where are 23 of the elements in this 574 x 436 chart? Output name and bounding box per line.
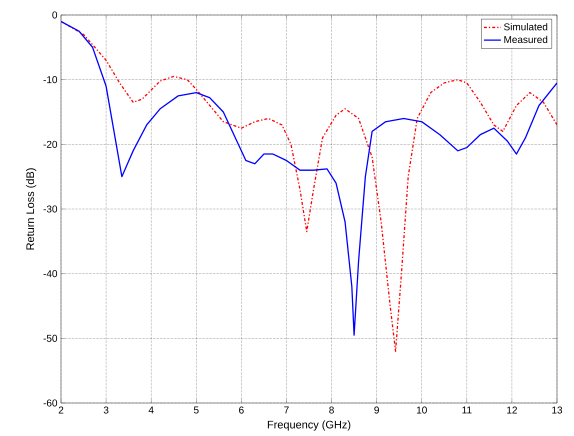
y-axis-title: Return Loss (dB) bbox=[26, 168, 36, 250]
y-tick-label: -50 bbox=[44, 334, 58, 342]
legend-label: Measured bbox=[504, 36, 548, 44]
x-tick-label: 5 bbox=[194, 406, 199, 414]
x-tick-label: 3 bbox=[104, 406, 108, 414]
legend-label: Simulated bbox=[504, 23, 548, 30]
y-tick-label: 0 bbox=[52, 11, 58, 19]
x-tick-label: 4 bbox=[148, 406, 154, 414]
x-tick-label: 9 bbox=[374, 406, 379, 414]
y-tick-label: -20 bbox=[44, 140, 58, 148]
x-tick-label: 6 bbox=[239, 406, 244, 414]
x-tick-label: 8 bbox=[329, 406, 334, 414]
x-tick-label: 12 bbox=[507, 406, 517, 414]
y-tick-label: -40 bbox=[44, 270, 58, 278]
x-tick-label: 13 bbox=[552, 406, 562, 414]
x-tick-label: 11 bbox=[462, 406, 472, 414]
x-axis-title: Frequency (GHz) bbox=[268, 420, 350, 431]
y-tick-label: -30 bbox=[44, 205, 58, 213]
x-tick-label: 2 bbox=[58, 406, 64, 414]
x-tick-label: 10 bbox=[416, 406, 427, 414]
y-tick-label: -10 bbox=[44, 76, 58, 84]
y-tick-label: -60 bbox=[44, 399, 58, 407]
x-tick-label: 7 bbox=[284, 406, 289, 414]
